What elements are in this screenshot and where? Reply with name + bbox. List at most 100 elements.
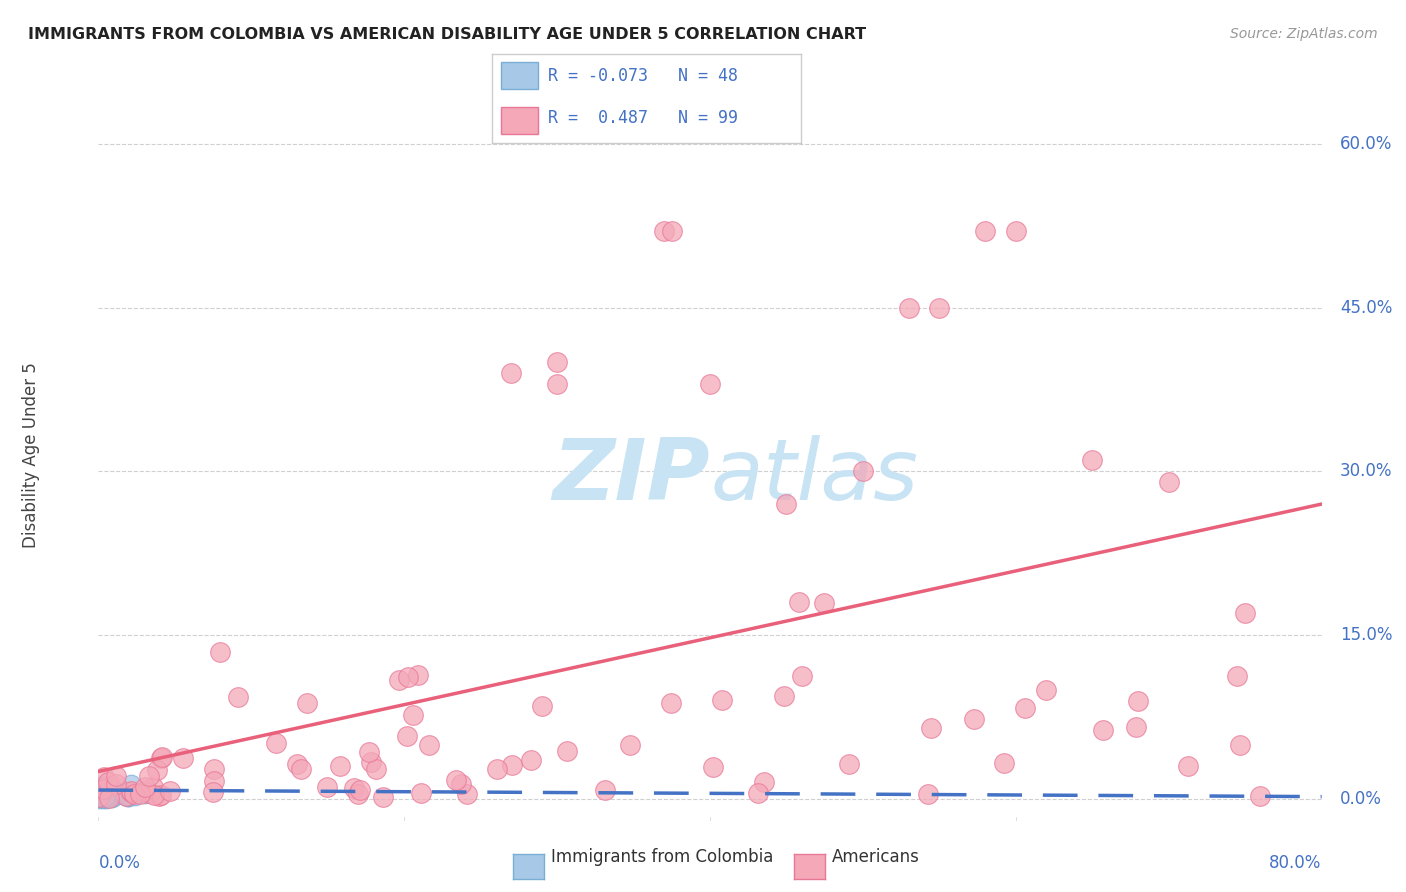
Point [226, 690, 249, 704]
Point [117, 789, 139, 803]
Point [91, 791, 114, 805]
Text: Source: ZipAtlas.com: Source: ZipAtlas.com [1230, 27, 1378, 41]
Point [702, 760, 724, 774]
Point [456, 787, 478, 801]
Point [100, 785, 122, 799]
Point [148, 789, 170, 803]
Point [94, 790, 117, 805]
Point [97, 790, 120, 805]
Text: ZIP: ZIP [553, 435, 710, 518]
Text: 0.0%: 0.0% [98, 854, 141, 871]
Point [418, 738, 440, 752]
Point [105, 786, 128, 800]
Point [1226, 669, 1249, 683]
Point [402, 707, 425, 722]
Point [90, 788, 112, 802]
Point [710, 693, 733, 707]
Point [87, 779, 110, 793]
Point [1249, 789, 1271, 803]
Point [360, 756, 382, 770]
Point [94, 789, 117, 804]
Point [96, 789, 118, 804]
Point [928, 301, 950, 315]
Point [114, 789, 136, 803]
Point [316, 780, 339, 794]
Text: 80.0%: 80.0% [1270, 854, 1322, 871]
Point [1092, 723, 1115, 738]
Point [93, 791, 115, 805]
Point [89, 789, 111, 803]
Point [546, 376, 568, 391]
Point [546, 355, 568, 369]
Point [97, 774, 120, 789]
Point [96, 790, 118, 805]
Point [209, 645, 232, 659]
Text: Americans: Americans [832, 848, 920, 866]
Point [138, 786, 160, 800]
Point [343, 780, 366, 795]
Text: IMMIGRANTS FROM COLOMBIA VS AMERICAN DISABILITY AGE UNDER 5 CORRELATION CHART: IMMIGRANTS FROM COLOMBIA VS AMERICAN DIS… [28, 27, 866, 42]
Text: Disability Age Under 5: Disability Age Under 5 [22, 362, 41, 548]
Point [103, 789, 125, 804]
Point [134, 780, 156, 795]
Point [104, 769, 127, 783]
Point [89, 787, 111, 801]
Point [93, 787, 115, 801]
Point [120, 784, 142, 798]
Point [202, 785, 225, 799]
Point [134, 784, 156, 798]
Point [1081, 453, 1104, 467]
Point [117, 790, 139, 805]
Point [89, 791, 111, 805]
Point [172, 751, 194, 765]
Point [110, 785, 132, 799]
Point [1229, 739, 1251, 753]
Point [1035, 682, 1057, 697]
Point [96, 786, 118, 800]
Point [97, 789, 120, 803]
Point [450, 777, 472, 791]
Point [107, 787, 129, 801]
Point [90, 784, 112, 798]
Text: Immigrants from Colombia: Immigrants from Colombia [551, 848, 773, 866]
Point [920, 721, 942, 735]
Point [387, 673, 409, 687]
Point [122, 788, 145, 802]
Text: 15.0%: 15.0% [1340, 626, 1392, 644]
Point [149, 789, 172, 803]
Point [485, 762, 508, 776]
Point [917, 787, 939, 801]
Point [150, 750, 173, 764]
Point [752, 775, 775, 789]
Point [93, 780, 115, 794]
Point [142, 780, 165, 794]
Point [97, 791, 120, 805]
Point [772, 690, 794, 704]
Point [264, 736, 287, 750]
Point [346, 787, 368, 801]
Point [117, 790, 139, 805]
Text: R =  0.487   N = 99: R = 0.487 N = 99 [548, 109, 738, 127]
Point [1125, 720, 1147, 734]
Point [87, 789, 110, 804]
Point [792, 669, 814, 683]
Point [105, 777, 128, 791]
Point [202, 773, 225, 788]
Point [98, 779, 121, 793]
Point [775, 497, 797, 511]
Bar [502, 107, 538, 134]
Point [659, 696, 682, 710]
Point [104, 789, 127, 803]
Point [699, 376, 721, 391]
Point [1177, 759, 1199, 773]
Point [97, 789, 120, 804]
Point [396, 670, 419, 684]
Point [98, 783, 121, 797]
Point [101, 789, 124, 803]
Text: 45.0%: 45.0% [1340, 299, 1392, 317]
Point [1014, 701, 1036, 715]
Text: 30.0%: 30.0% [1340, 462, 1392, 480]
Point [396, 729, 419, 743]
Point [120, 784, 142, 798]
Text: 0.0%: 0.0% [1340, 789, 1382, 808]
